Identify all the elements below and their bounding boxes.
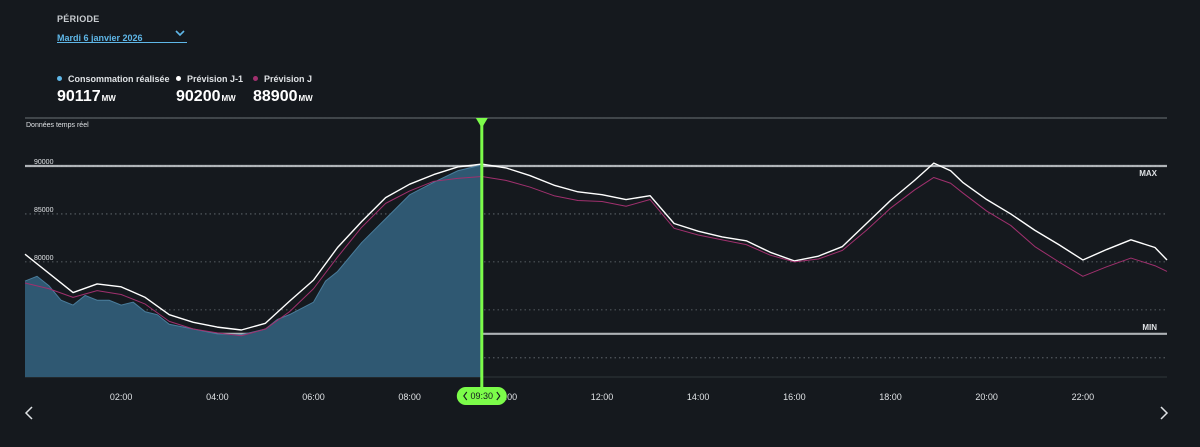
value-prevision-j-number: 88900 <box>253 88 298 105</box>
value-prevision-j-unit: MW <box>298 94 313 103</box>
value-prevision-j1-unit: MW <box>221 94 236 103</box>
cursor-time-pill[interactable] <box>456 387 507 405</box>
chevron-right-icon <box>496 391 501 401</box>
min-label: MIN <box>1142 323 1157 332</box>
date-dropdown-value: Mardi 6 janvier 2026 <box>57 33 143 43</box>
series-line-prevision-j <box>24 176 1168 337</box>
legend-item-prevision-j1[interactable]: Prévision J-1 <box>176 74 243 84</box>
y-tick-label: 80000 <box>34 255 54 262</box>
x-axis-ticks: 02:0004:0006:0008:0010:0012:0014:0016:00… <box>110 392 1094 402</box>
time-cursor[interactable]: 09:30 <box>456 118 507 405</box>
grid-lines <box>25 117 1167 359</box>
series-group <box>24 162 1168 377</box>
legend-dot-prevision-j1 <box>176 76 181 81</box>
x-tick-label: 18:00 <box>879 392 902 402</box>
x-tick-label: 22:00 <box>1072 392 1095 402</box>
reference-lines: MAX MIN <box>25 164 1167 335</box>
x-tick-label: 16:00 <box>783 392 806 402</box>
legend-label-prevision-j: Prévision J <box>264 74 313 84</box>
chevron-down-icon <box>175 30 185 37</box>
cursor-top-handle[interactable] <box>475 118 488 128</box>
periode-label: PÉRIODE <box>57 14 100 24</box>
y-tick-label: 90000 <box>34 159 54 166</box>
x-tick-label: 14:00 <box>687 392 710 402</box>
legend-dot-prevision-j <box>253 76 258 81</box>
cursor-time-label: 09:30 <box>471 391 494 401</box>
value-prevision-j: 88900MW <box>253 88 313 106</box>
legend-dot-consommation <box>57 76 62 81</box>
x-tick-label: 06:00 <box>302 392 325 402</box>
max-label: MAX <box>1139 169 1157 178</box>
x-tick-label: 08:00 <box>398 392 421 402</box>
series-area-consommation <box>25 165 482 377</box>
realtime-label: Données temps réel <box>26 122 89 129</box>
legend-label-consommation: Consommation réalisée <box>68 74 170 84</box>
value-prevision-j1: 90200MW <box>176 88 236 106</box>
value-prevision-j1-number: 90200 <box>176 88 221 105</box>
previous-arrow-icon[interactable] <box>22 405 36 421</box>
y-tick-label: 85000 <box>34 207 54 214</box>
value-consommation: 90117MW <box>57 88 116 106</box>
x-tick-label: 02:00 <box>110 392 133 402</box>
x-tick-label: 04:00 <box>206 392 229 402</box>
legend-item-consommation[interactable]: Consommation réalisée <box>57 74 170 84</box>
legend-item-prevision-j[interactable]: Prévision J <box>253 74 312 84</box>
series-line-prevision-j1 <box>24 162 1168 331</box>
x-tick-label: 12:00 <box>591 392 614 402</box>
value-consommation-number: 90117 <box>57 88 101 105</box>
chevron-left-icon <box>463 391 468 401</box>
value-consommation-unit: MW <box>101 94 116 103</box>
x-tick-label: 20:00 <box>975 392 998 402</box>
date-dropdown[interactable]: Mardi 6 janvier 2026 <box>57 28 187 43</box>
legend-label-prevision-j1: Prévision J-1 <box>187 74 244 84</box>
next-arrow-icon[interactable] <box>1157 405 1171 421</box>
